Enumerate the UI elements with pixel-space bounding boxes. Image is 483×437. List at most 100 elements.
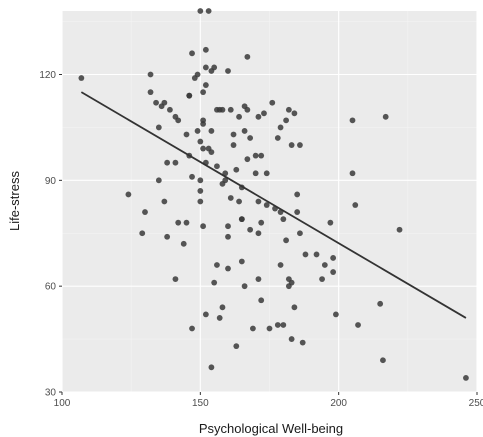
data-point (241, 128, 248, 134)
data-point (247, 135, 254, 141)
data-point (125, 191, 132, 198)
data-point (463, 374, 469, 381)
data-point (175, 117, 182, 124)
data-point (216, 315, 223, 321)
y-axis-title: Life-stress (7, 171, 22, 231)
data-point (283, 117, 289, 124)
data-point (227, 106, 234, 113)
data-point (197, 8, 204, 14)
data-point (258, 152, 265, 159)
data-point (200, 117, 207, 124)
data-point (183, 131, 190, 138)
data-point (142, 209, 148, 215)
data-point (330, 269, 337, 275)
data-point (78, 75, 85, 81)
data-point (277, 262, 284, 268)
data-point (255, 276, 262, 283)
data-point (183, 219, 190, 226)
data-point (147, 89, 154, 96)
data-point (219, 106, 226, 113)
data-point (225, 68, 231, 74)
x-tick-label: 100 (54, 398, 71, 409)
data-point (189, 173, 195, 180)
data-point (153, 99, 159, 106)
data-point (396, 226, 403, 233)
data-point (252, 152, 259, 159)
data-point (205, 8, 212, 14)
data-point (327, 219, 334, 226)
data-point (288, 336, 295, 342)
data-point (297, 230, 303, 237)
data-point (202, 46, 209, 53)
data-point (330, 255, 337, 261)
data-point (161, 198, 168, 205)
data-point (164, 159, 171, 166)
data-point (211, 279, 218, 286)
data-point (244, 156, 251, 163)
data-point (255, 198, 262, 205)
data-point (167, 106, 173, 113)
data-point (277, 124, 284, 131)
data-point (291, 304, 298, 311)
data-point (244, 106, 251, 113)
data-point (197, 198, 204, 205)
data-point (297, 142, 303, 148)
data-point (238, 216, 245, 223)
x-tick-label: 250 (469, 398, 483, 409)
data-point (313, 251, 320, 258)
data-point (263, 202, 270, 208)
data-point (233, 166, 240, 173)
data-point (202, 64, 209, 71)
x-tick-label: 200 (330, 398, 347, 409)
data-point (283, 237, 289, 244)
data-point (294, 209, 301, 215)
data-point (280, 322, 287, 328)
data-point (236, 198, 242, 205)
data-points (78, 8, 469, 381)
data-point (225, 265, 231, 272)
data-point (255, 113, 262, 120)
data-point (225, 223, 231, 230)
data-point (147, 71, 154, 78)
data-point (380, 357, 386, 364)
data-point (269, 99, 276, 106)
data-point (202, 82, 209, 88)
data-point (333, 311, 339, 318)
data-point (164, 233, 171, 240)
data-point (299, 339, 306, 346)
data-point (186, 92, 193, 99)
data-point (230, 131, 237, 138)
axis-ticks: 100 150 200 250 30 60 90 120 (39, 70, 483, 409)
data-point (247, 226, 254, 233)
data-point (227, 195, 234, 201)
data-point (377, 300, 384, 307)
data-point (255, 230, 262, 237)
data-point (200, 89, 207, 96)
data-point (319, 276, 325, 283)
y-tick-label: 30 (45, 388, 57, 399)
data-point (214, 262, 220, 268)
y-tick-label: 60 (45, 282, 57, 293)
data-point (202, 311, 209, 318)
data-point (294, 191, 301, 198)
data-point (280, 216, 287, 223)
data-point (189, 325, 195, 332)
data-point (250, 325, 256, 332)
data-point (236, 113, 242, 120)
data-point (222, 177, 229, 184)
data-point (291, 110, 298, 117)
data-point (233, 343, 240, 350)
data-point (352, 202, 359, 208)
x-axis-title: Psychological Well-being (199, 421, 343, 436)
data-point (139, 230, 146, 237)
data-point (219, 304, 226, 311)
data-point (288, 142, 295, 148)
data-point (200, 223, 207, 230)
data-point (274, 322, 281, 328)
data-point (252, 170, 259, 177)
data-point (197, 188, 204, 194)
data-point (214, 163, 220, 170)
data-point (155, 124, 162, 131)
data-point (321, 262, 328, 268)
